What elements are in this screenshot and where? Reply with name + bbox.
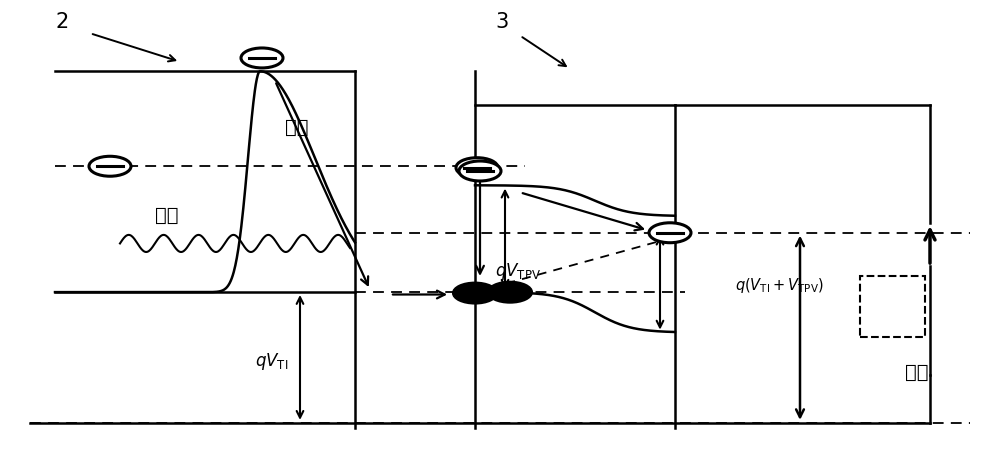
Text: $qV_\mathrm{TI}$: $qV_\mathrm{TI}$ [255,351,288,372]
Text: 光子: 光子 [155,206,178,225]
Circle shape [89,156,131,176]
Circle shape [456,158,498,178]
Circle shape [649,223,691,243]
Text: 2: 2 [55,12,68,32]
Text: $qV_\mathrm{TPV}$: $qV_\mathrm{TPV}$ [495,260,541,282]
Circle shape [459,161,501,181]
Circle shape [453,283,497,304]
Circle shape [488,282,532,303]
Text: 电子: 电子 [285,118,308,137]
Circle shape [241,48,283,68]
Text: 电流: 电流 [905,362,929,381]
Text: 3: 3 [495,12,508,32]
Text: $q(V_\mathrm{TI}+V_\mathrm{TPV})$: $q(V_\mathrm{TI}+V_\mathrm{TPV})$ [735,276,824,295]
